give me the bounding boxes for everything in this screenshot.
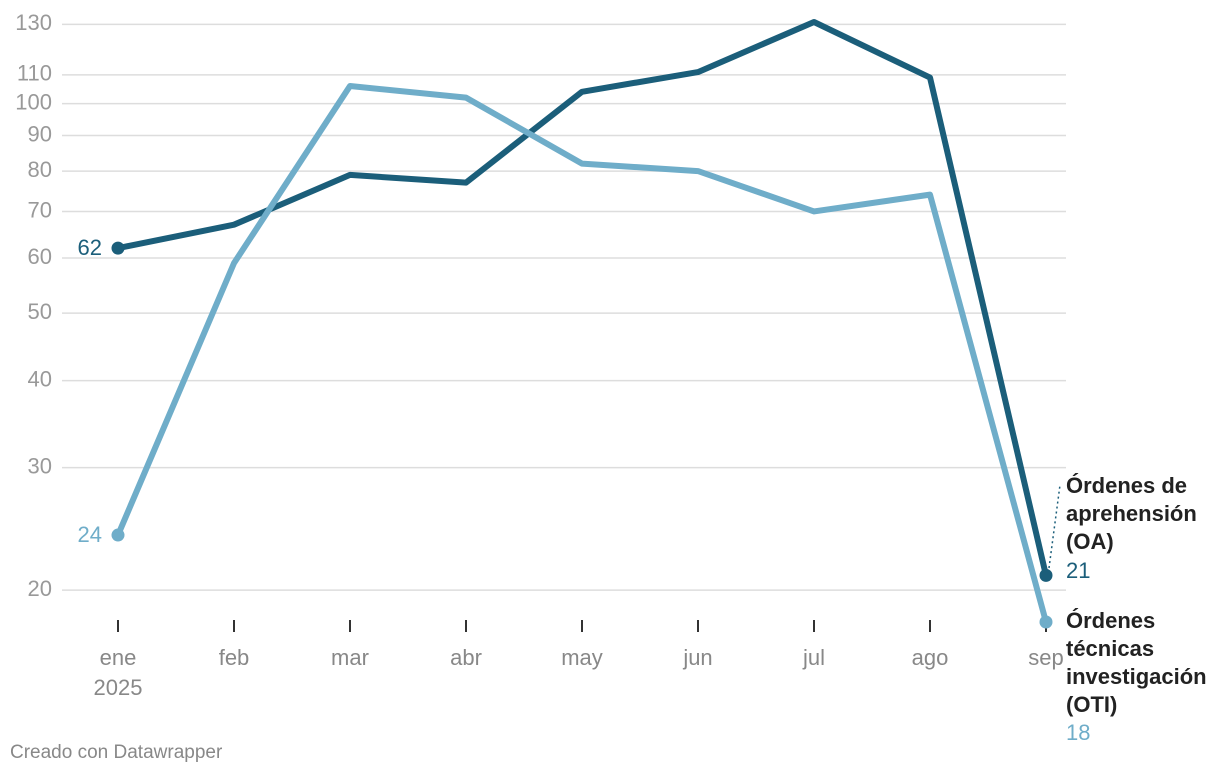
x-tick-label: jul [802,645,825,670]
x-tick-label: mar [331,645,369,670]
series-label: Órdenes técnicas investigación (OTI) [1066,608,1207,717]
start-value-label: 24 [77,522,102,548]
end-point [1039,615,1053,629]
x-tick-label: feb [218,645,250,670]
y-tick-label: 110 [17,61,52,86]
series-line [115,83,1049,623]
y-tick-label: 130 [15,10,52,35]
end-value-label: 18 [1066,720,1091,745]
footer: Creado con Datawrapper [10,742,223,763]
series-line [117,19,1049,577]
y-tick-label: 80 [28,157,52,182]
x-tick-label: sep [1028,645,1064,670]
start-value-label: 62 [77,235,102,261]
x-tick-label: ago [911,645,949,670]
series-label: Órdenes de aprehensión (OA) [1066,473,1197,555]
y-tick-label: 50 [28,299,52,324]
x-tick-label: may [561,645,603,670]
connector [1048,484,1061,569]
y-tick-label: 40 [28,366,52,391]
x-tick-label: abr [450,645,482,670]
y-tick-label: 100 [15,89,52,114]
x-tick-label: ene 2025 [93,645,143,700]
end-point [111,241,125,255]
y-tick-label: 20 [28,576,52,601]
end-point [1039,568,1053,582]
end-point [111,528,125,542]
x-tick-label: jun [683,645,713,670]
end-value-label: 21 [1066,558,1091,584]
y-tick-label: 30 [28,453,52,478]
y-tick-label: 70 [28,197,52,222]
y-tick-label: 60 [28,244,52,269]
y-tick-label: 90 [28,121,52,146]
